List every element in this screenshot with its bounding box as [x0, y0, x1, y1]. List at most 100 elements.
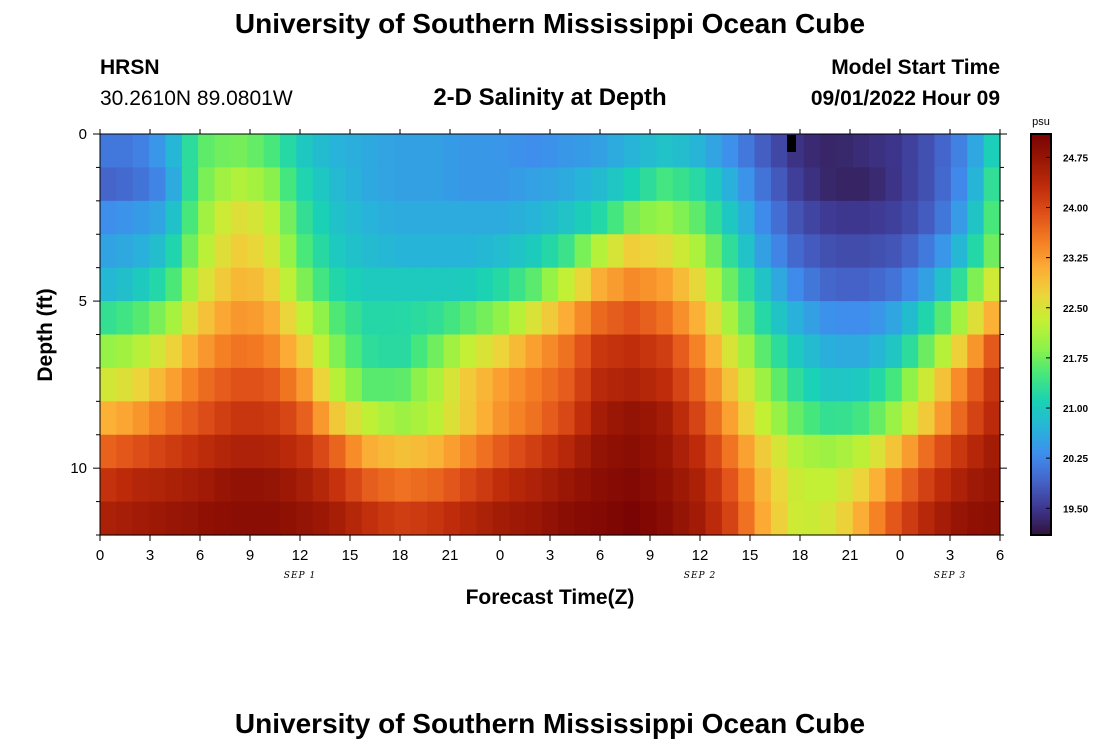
heatmap-cell: [394, 267, 412, 302]
heatmap-cell: [558, 334, 576, 369]
heatmap-cell: [116, 200, 134, 235]
colorbar-segment: [1031, 146, 1051, 150]
heatmap-cell: [132, 234, 150, 269]
heatmap-cell: [378, 134, 396, 169]
heatmap-cells: [100, 134, 1001, 536]
heatmap-cell: [132, 334, 150, 369]
heatmap-cell: [934, 267, 952, 302]
heatmap-cell: [410, 267, 428, 302]
heatmap-cell: [689, 334, 707, 369]
heatmap-cell: [509, 167, 527, 202]
heatmap-cell: [640, 167, 657, 202]
heatmap-cell: [132, 434, 150, 469]
x-tick-label: 18: [792, 547, 809, 564]
heatmap-cell: [672, 167, 690, 202]
heatmap-cell: [214, 200, 232, 235]
heatmap-cell: [574, 501, 592, 536]
heatmap-cell: [869, 200, 887, 235]
heatmap-cell: [247, 434, 265, 469]
heatmap-cell: [525, 134, 543, 169]
heatmap-cell: [705, 401, 723, 436]
heatmap-cell: [901, 301, 919, 336]
colorbar-tick-label: 20.25: [1063, 454, 1088, 465]
heatmap-cell: [656, 367, 674, 402]
heatmap-cell: [181, 167, 199, 202]
station-coordinates: 30.2610N 89.0801W: [100, 87, 293, 110]
heatmap-cell: [100, 434, 117, 469]
heatmap-cell: [836, 334, 854, 369]
heatmap-cell: [525, 301, 543, 336]
heatmap-cell: [852, 267, 870, 302]
colorbar-segment: [1031, 384, 1051, 388]
heatmap-cell: [345, 134, 363, 169]
x-tick-label: 12: [292, 547, 309, 564]
heatmap-cell: [492, 134, 510, 169]
heatmap-cell: [787, 234, 805, 269]
colorbar-segment: [1031, 324, 1051, 328]
heatmap-cell: [836, 234, 854, 269]
colorbar-segment: [1031, 204, 1051, 208]
x-tick-label: 21: [442, 547, 459, 564]
colorbar-segment: [1031, 497, 1051, 501]
heatmap-cell: [345, 267, 363, 302]
heatmap-cell: [721, 267, 739, 302]
heatmap-cell: [836, 267, 854, 302]
heatmap-cell: [885, 334, 903, 369]
heatmap-cell: [460, 134, 477, 169]
colorbar-segment: [1031, 306, 1051, 311]
heatmap-cell: [983, 167, 1001, 202]
heatmap-cell: [820, 267, 837, 302]
heatmap-cell: [590, 501, 608, 536]
heatmap-cell: [574, 301, 592, 336]
heatmap-cell: [394, 434, 412, 469]
colorbar-segment: [1031, 236, 1051, 240]
x-tick-label: 18: [392, 547, 409, 564]
heatmap-cell: [607, 267, 625, 302]
colorbar-segment: [1031, 527, 1051, 531]
station-id: HRSN: [100, 56, 160, 79]
heatmap-cell: [149, 267, 167, 302]
heatmap-cell: [100, 334, 117, 369]
heatmap-cell: [443, 301, 461, 336]
heatmap-cell: [476, 200, 494, 235]
heatmap-cell: [394, 334, 412, 369]
heatmap-cell: [476, 434, 494, 469]
heatmap-cell: [149, 234, 167, 269]
heatmap-cell: [607, 367, 625, 402]
heatmap-cell: [329, 301, 347, 336]
colorbar-segment: [1031, 342, 1051, 346]
heatmap-cell: [263, 401, 281, 436]
heatmap-cell: [378, 501, 396, 536]
heatmap-cell: [476, 501, 494, 536]
colorbar-segment: [1031, 377, 1051, 381]
plot-title: 2-D Salinity at Depth: [433, 84, 667, 111]
heatmap-cell: [590, 134, 608, 169]
colorbar-segment: [1031, 296, 1051, 301]
heatmap-cell: [198, 501, 216, 536]
model-start-time: 09/01/2022 Hour 09: [810, 87, 1000, 110]
y-tick-label: 10: [70, 460, 87, 477]
colorbar-segment: [1031, 477, 1051, 481]
colorbar-segment: [1031, 484, 1051, 488]
heatmap-cell: [640, 468, 657, 503]
heatmap-cell: [803, 367, 821, 402]
heatmap-cell: [574, 468, 592, 503]
heatmap-cell: [656, 267, 674, 302]
heatmap-cell: [149, 367, 167, 402]
heatmap-cell: [721, 134, 739, 169]
heatmap-cell: [983, 401, 1001, 436]
colorbar-segment: [1031, 254, 1051, 258]
heatmap-cell: [509, 134, 527, 169]
heatmap-cell: [492, 367, 510, 402]
heatmap-cell: [280, 134, 297, 169]
heatmap-cell: [312, 234, 330, 269]
heatmap-cell: [901, 468, 919, 503]
colorbar-segment: [1031, 149, 1051, 153]
heatmap-cell: [967, 167, 985, 202]
heatmap-cell: [787, 501, 805, 536]
heatmap-cell: [590, 367, 608, 402]
heatmap-cell: [885, 401, 903, 436]
colorbar-segment: [1031, 429, 1051, 433]
heatmap-cell: [230, 167, 248, 202]
